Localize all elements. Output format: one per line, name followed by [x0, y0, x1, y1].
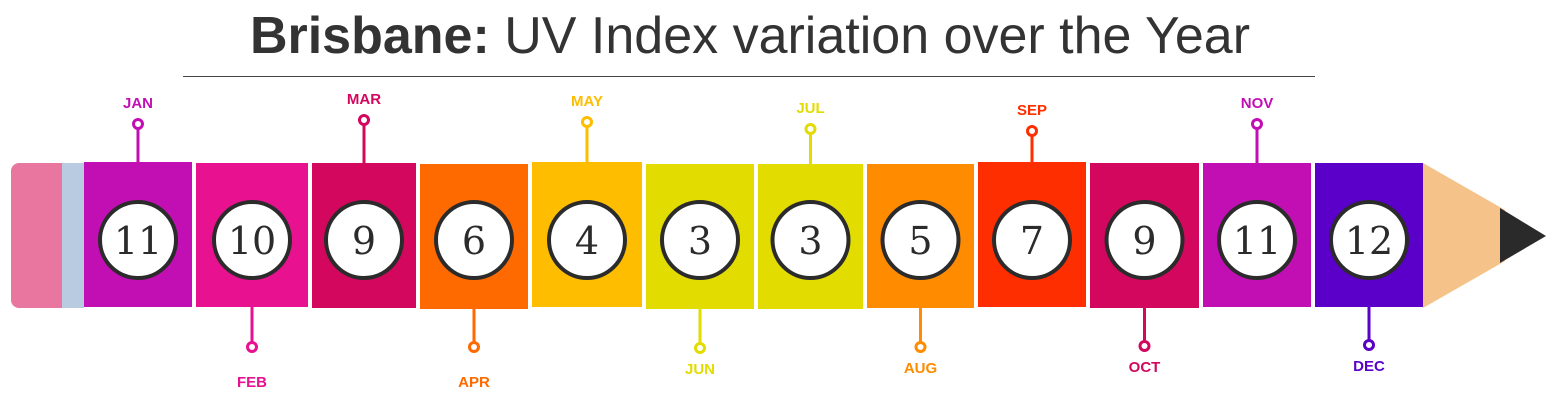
value-circle-jul — [770, 200, 851, 280]
month-label-mar: MAR — [347, 91, 381, 108]
value-label-jul: 3 — [798, 219, 822, 263]
pencil-wood-tip — [1423, 163, 1505, 308]
value-circle-dec — [1329, 200, 1409, 280]
pencil-ferrule — [62, 163, 84, 308]
month-pin-sep — [1026, 125, 1038, 137]
month-pin-dec — [1363, 339, 1375, 351]
pencil-eraser — [11, 163, 71, 308]
month-pin-jun — [694, 342, 706, 354]
value-label-mar: 9 — [352, 219, 376, 263]
month-pin-feb — [246, 341, 258, 353]
value-circle-feb — [212, 200, 292, 280]
value-circle-jan — [98, 200, 178, 280]
value-label-oct: 9 — [1132, 219, 1156, 263]
value-circle-may — [547, 200, 627, 280]
title-text: UV Index variation over the Year — [504, 7, 1251, 65]
month-label-aug: AUG — [904, 360, 937, 377]
value-label-dec: 12 — [1345, 219, 1393, 263]
month-label-oct: OCT — [1129, 359, 1161, 376]
value-circle-aug — [880, 200, 961, 280]
month-label-nov: NOV — [1241, 95, 1274, 112]
month-pin-nov — [1251, 118, 1263, 130]
month-pin-jan — [132, 118, 144, 130]
value-circle-jun — [660, 200, 740, 280]
value-label-feb: 10 — [228, 219, 276, 263]
value-label-apr: 6 — [462, 219, 486, 263]
month-label-sep: SEP — [1017, 102, 1047, 119]
value-circle-oct — [1104, 200, 1185, 280]
month-pin-mar — [358, 114, 370, 126]
value-circle-nov — [1217, 200, 1297, 280]
month-pin-oct — [1138, 340, 1151, 352]
month-label-feb: FEB — [237, 374, 267, 391]
month-label-may: MAY — [571, 93, 603, 110]
month-label-dec: DEC — [1353, 358, 1385, 375]
month-label-jan: JAN — [123, 95, 153, 112]
month-label-jul: JUL — [796, 100, 824, 117]
title-city: Brisbane: — [249, 7, 490, 65]
value-label-may: 4 — [575, 219, 599, 263]
value-label-sep: 7 — [1020, 219, 1044, 263]
value-label-nov: 11 — [1233, 219, 1281, 263]
month-pin-may — [581, 116, 593, 128]
month-pin-aug — [914, 341, 927, 353]
month-label-jun: JUN — [685, 361, 715, 378]
month-pin-jul — [804, 123, 817, 135]
value-label-aug: 5 — [908, 219, 932, 263]
value-circle-sep — [992, 200, 1072, 280]
value-label-jun: 3 — [688, 219, 712, 263]
title-underline — [183, 76, 1315, 77]
value-circle-apr — [434, 200, 514, 280]
pencil-lead-tip — [1500, 208, 1546, 263]
chart-title: Brisbane: UV Index variation over the Ye… — [0, 6, 1500, 66]
value-circle-mar — [324, 200, 404, 280]
month-pin-apr — [468, 341, 480, 353]
value-label-jan: 11 — [114, 219, 162, 263]
month-label-apr: APR — [458, 374, 490, 391]
